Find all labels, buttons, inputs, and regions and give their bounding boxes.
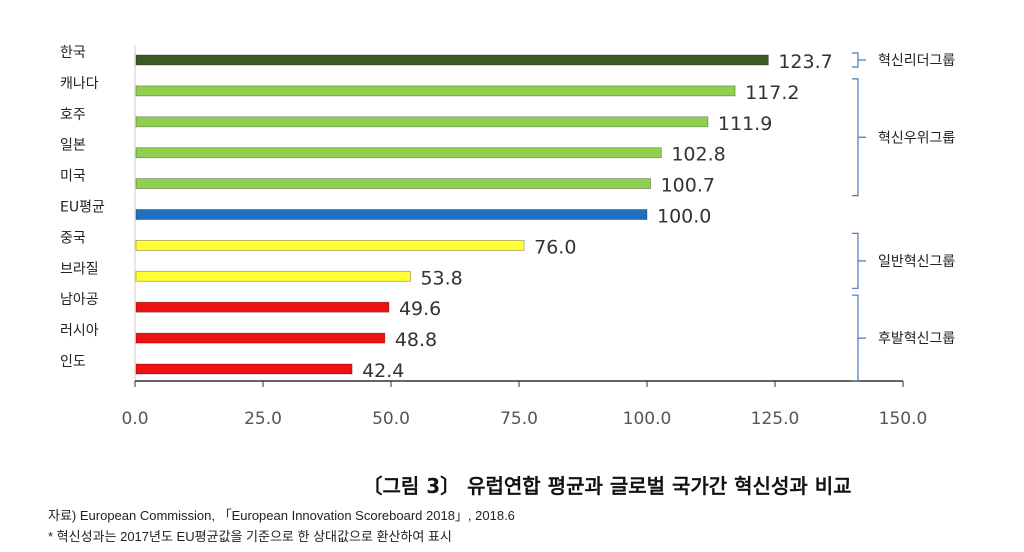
data-label: 123.7 — [778, 51, 832, 73]
category-label: 호주 — [60, 107, 86, 123]
category-label: EU평균 — [60, 200, 105, 216]
bar-chart: 0.0 25.0 50.0 75.0 100.0 125.0 150.0 한국 123.7 캐나다… — [60, 45, 955, 429]
data-label: 100.0 — [657, 206, 711, 228]
data-label: 100.7 — [661, 175, 715, 197]
group-bracket — [852, 52, 866, 68]
category-label: 남아공 — [60, 292, 99, 308]
bar — [135, 147, 662, 159]
bar — [135, 54, 769, 66]
category-label: 러시아 — [60, 323, 99, 339]
group-label: 일반혁신그룹 — [878, 254, 955, 270]
source-text: 자료) European Commission, 「European Innov… — [48, 508, 515, 523]
x-tick-label: 75.0 — [500, 409, 538, 429]
category-label: 중국 — [60, 230, 86, 246]
group-bracket — [852, 78, 866, 197]
x-tick-label: 150.0 — [879, 409, 928, 429]
category-label: 미국 — [60, 169, 86, 185]
group-label: 혁신우위그룹 — [878, 130, 955, 146]
category-label: 브라질 — [60, 261, 99, 277]
data-label: 53.8 — [420, 267, 462, 289]
x-tick-label: 100.0 — [623, 409, 672, 429]
note-text: * 혁신성과는 2017년도 EU평균값을 기준으로 한 상대값으로 환산하여 … — [48, 529, 452, 544]
bar — [135, 209, 648, 220]
bar — [135, 116, 709, 128]
bar — [135, 301, 390, 313]
data-label: 102.8 — [671, 144, 725, 166]
x-tick-label: 0.0 — [121, 409, 148, 429]
group-bracket — [852, 232, 866, 289]
data-label: 48.8 — [395, 329, 437, 351]
data-label: 76.0 — [534, 236, 576, 258]
group-label: 혁신리더그룹 — [878, 53, 955, 69]
bar — [135, 178, 651, 190]
category-label: 일본 — [60, 138, 86, 154]
category-label: 인도 — [60, 354, 86, 370]
x-tick-label: 25.0 — [244, 409, 282, 429]
bar — [135, 270, 411, 282]
group-label: 후발혁신그룹 — [878, 331, 955, 347]
data-label: 49.6 — [399, 298, 441, 320]
category-label: 한국 — [60, 45, 86, 61]
bar — [135, 85, 736, 97]
data-label: 42.4 — [362, 360, 404, 382]
chart-title: 〔그림 3〕 유럽연합 평균과 글로벌 국가간 혁신성과 비교 — [362, 474, 852, 498]
group-bracket — [852, 294, 866, 382]
data-label: 117.2 — [745, 82, 799, 104]
x-tick-label: 125.0 — [751, 409, 800, 429]
data-label: 111.9 — [718, 113, 772, 135]
x-tick-label: 50.0 — [372, 409, 410, 429]
bar — [135, 363, 353, 375]
bar — [135, 239, 525, 251]
bar — [135, 332, 386, 344]
category-label: 캐나다 — [60, 76, 99, 92]
